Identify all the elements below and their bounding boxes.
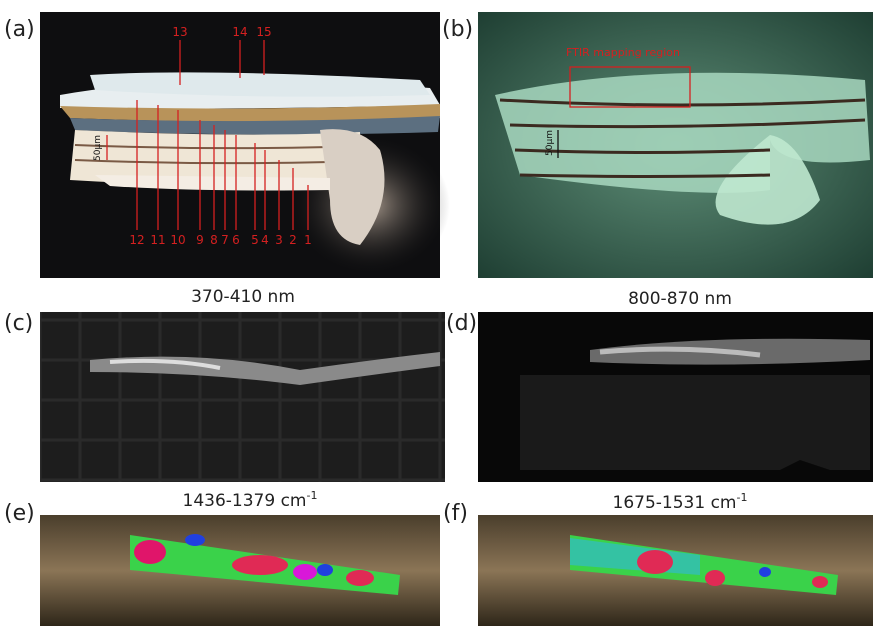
panel-title: 1675-1531 cm-1 [613, 491, 748, 513]
layer-number: 12 [129, 233, 144, 247]
layer-number: 5 [251, 233, 259, 247]
panel-e: 1436-1379 cm-1 (e) [4, 489, 440, 626]
hotspot [293, 564, 317, 580]
panel-title: 1436-1379 cm-1 [183, 489, 318, 511]
layer-number: 13 [172, 25, 187, 39]
hotspot [134, 540, 166, 564]
panel-title: 370-410 nm [191, 287, 295, 307]
hotspot [232, 555, 288, 575]
layer-number: 14 [232, 25, 247, 39]
layer-number: 11 [150, 233, 165, 247]
scale-bar-label: 50μm [93, 135, 103, 161]
sample [520, 375, 870, 470]
panel-label: (d) [446, 311, 477, 336]
layer-number: 6 [232, 233, 240, 247]
panel-d: 800-870 nm (d) [446, 289, 873, 482]
panel-title: 800-870 nm [628, 289, 732, 309]
layer-number: 4 [261, 233, 269, 247]
hotspot [317, 564, 333, 576]
layer-number: 15 [256, 25, 271, 39]
layer-number: 9 [196, 233, 204, 247]
layer-number: 3 [275, 233, 283, 247]
panel-c: 370-410 nm (c) [4, 287, 445, 482]
panel-f: 1675-1531 cm-1 (f) [443, 491, 873, 626]
layer-number: 1 [304, 233, 312, 247]
layer-number: 7 [221, 233, 229, 247]
hotspot [185, 534, 205, 546]
hotspot [346, 570, 374, 586]
panel-label: (e) [4, 501, 35, 526]
layer-number: 10 [170, 233, 185, 247]
scale-bar-label: 50μm [545, 130, 555, 156]
panel-label: (c) [4, 311, 33, 336]
panel-b: FTIR mapping region 50μm (b) [442, 12, 873, 278]
layer-number: 8 [210, 233, 218, 247]
tiles [40, 312, 445, 482]
region-label: FTIR mapping region [566, 46, 680, 59]
hotspot [705, 570, 725, 586]
panel-label: (a) [4, 17, 35, 42]
panel-label: (b) [442, 17, 473, 42]
hotspot [812, 576, 828, 588]
hotspot [759, 567, 771, 577]
panel-label: (f) [443, 501, 468, 526]
figure: 50μm 123456789101112131415 (a) FTIR mapp… [0, 0, 873, 626]
hotspot [637, 550, 673, 574]
layer-number: 2 [289, 233, 297, 247]
